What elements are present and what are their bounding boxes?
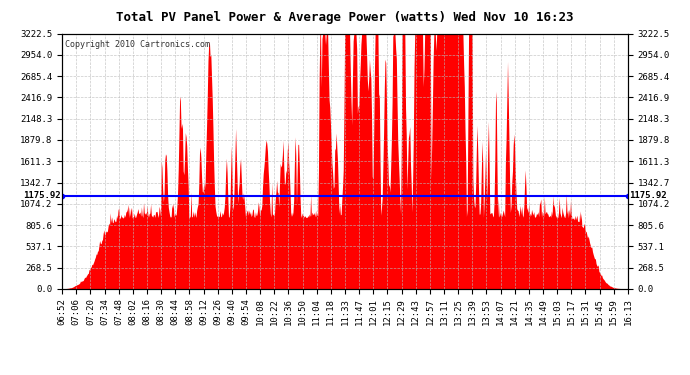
Text: 1175.92: 1175.92 (629, 191, 667, 200)
Text: Copyright 2010 Cartronics.com: Copyright 2010 Cartronics.com (65, 40, 210, 49)
Text: 1175.92: 1175.92 (23, 191, 61, 200)
Text: Total PV Panel Power & Average Power (watts) Wed Nov 10 16:23: Total PV Panel Power & Average Power (wa… (116, 11, 574, 24)
